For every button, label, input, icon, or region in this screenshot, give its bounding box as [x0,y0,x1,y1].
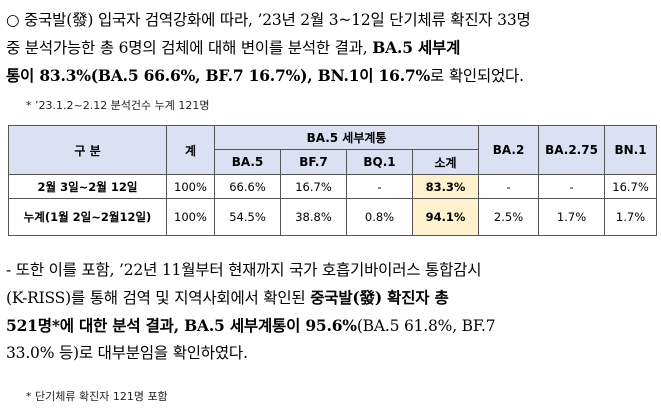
header-bf7: BF.7 [280,149,347,175]
para1-line3-bold: 통이 83.3%(BA.5 66.6%, BF.7 16.7%), BN.1이 … [6,66,431,85]
cell-ba5: 54.5% [214,198,281,236]
cell-ba275: - [538,174,606,199]
footnote-analysis-count: * ’23.1.2~2.12 분석건수 누계 121명 [26,99,210,112]
header-ba5-group: BA.5 세부계통 [213,125,480,150]
cell-bn1: 16.7% [604,174,658,199]
header-bq1: BQ.1 [346,149,413,175]
cell-ba5: 66.6% [214,174,281,199]
paragraph-variant-analysis: ○ 중국발(發) 입국자 검역강화에 따라, ’23년 2월 3~12일 단기체… [6,7,658,90]
header-bn1: BN.1 [604,125,658,175]
cell-ba2: 2.5% [478,198,540,236]
cell-bn1: 1.7% [604,198,658,236]
para1-line1: ○ 중국발(發) 입국자 검역강화에 따라, ’23년 2월 3~12일 단기체… [6,11,531,29]
para2-line2-text: (K-RISS)를 통해 검역 및 지역사회에서 확인된 [6,289,311,307]
header-ba5: BA.5 [214,149,281,175]
para1-line2-text: 중 분석가능한 총 6명의 검체에 대해 변이를 분석한 결과, [6,39,373,57]
header-category: 구 분 [8,125,167,175]
header-ba275: BA.2.75 [538,125,606,175]
para2-line2-bold: 중국발(發) 확진자 총 [310,288,449,307]
para1-line2: 중 분석가능한 총 6명의 검체에 대해 변이를 분석한 결과, BA.5 세부… [6,34,658,62]
para2-line3-bold: 521명*에 대한 분석 결과, BA.5 세부계통이 95.6% [6,316,357,335]
variant-table: 구 분 계 BA.5 세부계통 BA.2 BA.2.75 BN.1 BA.5 B… [8,125,658,236]
cell-bq1: - [346,174,413,199]
para1-line3: 통이 83.3%(BA.5 66.6%, BF.7 16.7%), BN.1이 … [6,62,658,90]
para2-line3: 521명*에 대한 분석 결과, BA.5 세부계통이 95.6%(BA.5 6… [6,312,658,340]
cell-bq1: 0.8% [346,198,413,236]
paragraph-kriss-analysis: - 또한 이를 포함, ’22년 11월부터 현재까지 국가 호흡기바이러스 통… [6,257,658,367]
cell-bf7: 38.8% [280,198,347,236]
cell-subtotal: 83.3% [411,174,480,199]
header-subtotal: 소계 [411,149,480,175]
cell-total: 100% [166,174,215,199]
para2-line1: - 또한 이를 포함, ’22년 11월부터 현재까지 국가 호흡기바이러스 통… [6,261,482,279]
header-total: 계 [166,125,215,175]
cell-bf7: 16.7% [280,174,347,199]
para1-line2-bold: BA.5 세부계 [372,38,461,57]
para1-line3-text: 로 확인되었다. [430,67,524,85]
para2-line3-text: (BA.5 61.8%, BF.7 [356,317,496,335]
footnote-short-stay: * 단기체류 확진자 121명 포함 [26,390,168,403]
table-row: 2월 3일~2월 12일 100% 66.6% 16.7% - 83.3% - … [8,174,658,199]
cell-ba2: - [478,174,540,199]
row-label: 누계(1월 2일~2월12일) [8,198,167,236]
table-row: 누계(1월 2일~2월12일) 100% 54.5% 38.8% 0.8% 94… [8,198,658,236]
para2-line2: (K-RISS)를 통해 검역 및 지역사회에서 확인된 중국발(發) 확진자 … [6,284,658,312]
cell-total: 100% [166,198,215,236]
cell-subtotal: 94.1% [411,198,480,236]
para2-line4: 33.0% 등)로 대부분임을 확인하였다. [6,344,248,362]
cell-ba275: 1.7% [538,198,606,236]
row-label: 2월 3일~2월 12일 [8,174,167,199]
header-ba2: BA.2 [478,125,540,175]
